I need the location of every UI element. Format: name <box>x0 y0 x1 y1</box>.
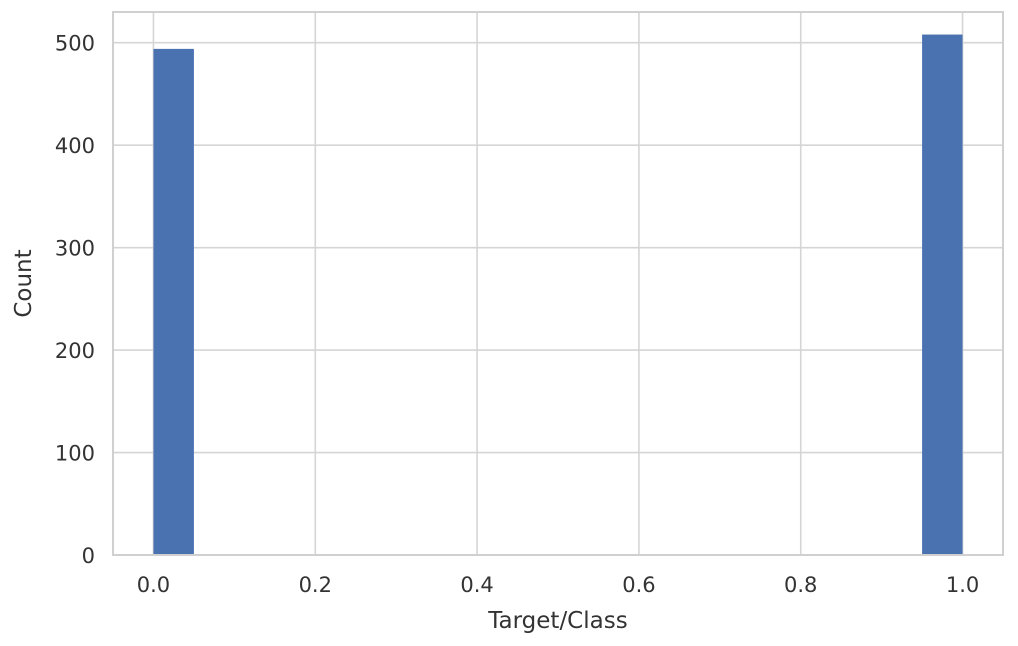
y-axis-label: Count <box>11 249 37 317</box>
x-tick-label: 0.6 <box>622 573 655 597</box>
y-tick-labels: 0 100 200 300 400 500 <box>55 32 95 568</box>
x-tick-label: 0.8 <box>784 573 817 597</box>
y-tick-label: 400 <box>55 134 95 158</box>
x-axis-label: Target/Class <box>487 608 627 634</box>
x-tick-label: 0.0 <box>137 573 170 597</box>
y-gridlines <box>113 41 1003 556</box>
y-tick-label: 500 <box>55 32 95 56</box>
bars <box>153 34 963 556</box>
y-tick-label: 200 <box>55 339 95 363</box>
histogram-bar <box>153 48 194 555</box>
x-tick-label: 0.4 <box>460 573 493 597</box>
y-tick-label: 0 <box>82 544 95 568</box>
y-tick-label: 300 <box>55 237 95 261</box>
x-tick-label: 1.0 <box>946 573 979 597</box>
x-gridlines <box>152 12 964 555</box>
histogram-bar <box>922 34 963 556</box>
x-tick-labels: 0.0 0.2 0.4 0.6 0.8 1.0 <box>137 573 979 597</box>
x-tick-label: 0.2 <box>299 573 332 597</box>
plot-frame <box>112 11 1004 556</box>
y-tick-label: 100 <box>55 442 95 466</box>
